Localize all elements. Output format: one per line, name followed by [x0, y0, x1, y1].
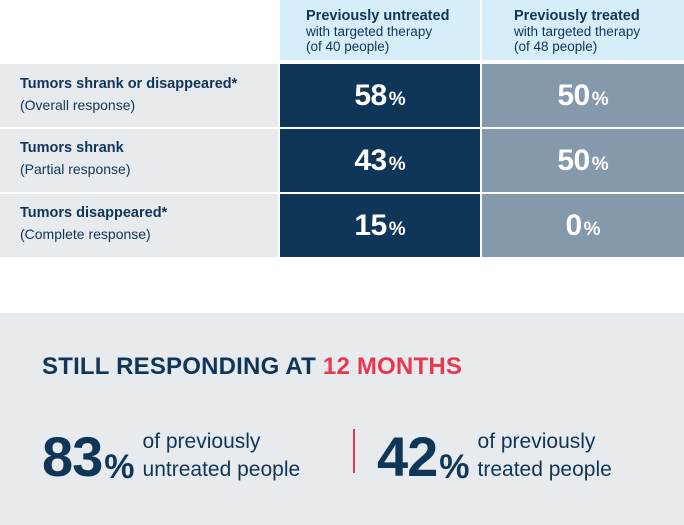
header-title: Previously untreated	[306, 8, 450, 24]
stat-description: of previously untreated people	[143, 428, 301, 484]
panel-title-accent: 12 MONTHS	[322, 353, 463, 380]
stat-previously-untreated: 83 % of previously untreated people	[42, 429, 300, 487]
percent-sign: %	[591, 88, 609, 110]
row-label-overall-response: Tumors shrank or disappeared* (Overall r…	[0, 64, 278, 127]
stat-line-1: of previously	[477, 430, 596, 453]
stat-previously-treated: 42 % of previously treated people	[377, 429, 612, 487]
percent-sign: %	[388, 153, 406, 175]
panel-title: STILL RESPONDING AT 12 MONTHS	[42, 353, 462, 381]
row-label-sub: (Overall response)	[20, 97, 136, 113]
cell-treated-partial: 50%	[482, 129, 684, 192]
header-previously-treated: Previously treated with targeted therapy…	[482, 0, 684, 60]
cell-value: 50	[557, 78, 590, 112]
header-subtitle: with targeted therapy	[514, 24, 641, 39]
row-label-complete-response: Tumors disappeared* (Complete response)	[0, 194, 278, 257]
header-subtitle: with targeted therapy	[306, 24, 433, 39]
cell-untreated-partial: 43%	[280, 129, 480, 192]
cell-treated-overall: 50%	[482, 64, 684, 127]
stat-description: of previously treated people	[478, 428, 612, 484]
row-label-sub: (Partial response)	[20, 161, 131, 177]
cell-untreated-overall: 58%	[280, 64, 480, 127]
header-count: (of 48 people)	[514, 39, 598, 54]
cell-value: 0	[565, 208, 582, 242]
stat-divider	[353, 429, 355, 473]
cell-value: 15	[354, 208, 387, 242]
stat-line-2: treated people	[477, 458, 612, 481]
percent-sign: %	[388, 218, 406, 240]
row-label-sub: (Complete response)	[20, 226, 151, 242]
percent-sign: %	[388, 88, 406, 110]
response-table: Previously untreated with targeted thera…	[0, 0, 684, 258]
row-label-partial-response: Tumors shrank (Partial response)	[0, 129, 278, 192]
cell-untreated-complete: 15%	[280, 194, 480, 257]
cell-treated-complete: 0%	[482, 194, 684, 257]
percent-sign: %	[583, 218, 601, 240]
percent-sign: %	[439, 448, 470, 486]
cell-value: 43	[354, 143, 387, 177]
header-previously-untreated: Previously untreated with targeted thera…	[280, 0, 480, 60]
cell-value: 50	[557, 143, 590, 177]
still-responding-panel: STILL RESPONDING AT 12 MONTHS 83 % of pr…	[0, 313, 684, 525]
header-count: (of 40 people)	[306, 39, 390, 54]
row-label-main: Tumors disappeared*	[20, 205, 168, 221]
stat-line-1: of previously	[142, 430, 261, 453]
stat-value: 42	[377, 425, 438, 488]
cell-value: 58	[354, 78, 387, 112]
stat-value: 83	[42, 425, 103, 488]
panel-title-prefix: STILL RESPONDING AT	[42, 353, 323, 380]
stat-line-2: untreated people	[142, 458, 301, 481]
percent-sign: %	[104, 448, 135, 486]
header-title: Previously treated	[514, 8, 640, 24]
row-label-main: Tumors shrank	[20, 140, 124, 156]
row-label-main: Tumors shrank or disappeared*	[20, 76, 238, 92]
percent-sign: %	[591, 153, 609, 175]
